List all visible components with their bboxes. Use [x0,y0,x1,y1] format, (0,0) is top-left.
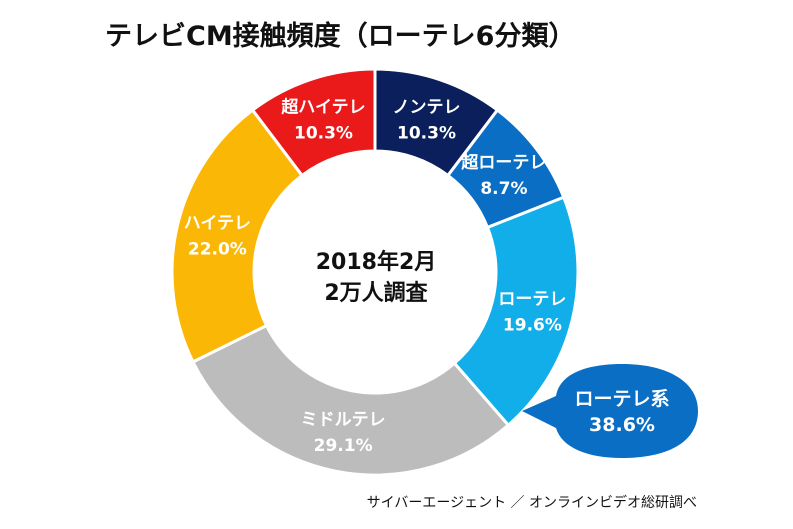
slice-value-6: 10.3% [294,123,353,143]
slice-label-4: ミドルテレ [301,410,386,430]
slice-value-5: 22.0% [188,240,247,260]
slice-5 [170,107,305,364]
slice-value-1: 10.3% [397,123,456,143]
center-label-survey: 2万人調査 [324,281,428,306]
slice-value-3: 19.6% [503,315,562,335]
chart-title: テレビCM接触頻度（ローテレ6分類） [105,21,576,52]
source-note: サイバーエージェント ／ オンラインビデオ総研調べ [366,495,697,511]
slice-label-6: 超ハイテレ [281,96,365,117]
slice-3 [452,195,580,428]
slice-value-4: 29.1% [314,436,373,456]
slice-label-3: ローテレ [498,289,566,309]
callout-text: ローテレ系 38.6% [554,386,690,438]
slice-label-1: ノンテレ [393,97,461,117]
slice-label-2: 超ローテレ [461,152,546,173]
callout-bubble [522,364,698,458]
callout-label: ローテレ系 [574,388,670,410]
center-label-date: 2018年2月 [315,250,437,275]
slice-6 [250,67,377,178]
slice-4 [190,323,511,477]
slice-value-2: 8.7% [480,179,527,199]
callout-value: 38.6% [589,414,655,436]
center-label: 2018年2月 2万人調査 [281,247,471,309]
slice-label-5: ハイテレ [184,214,251,234]
